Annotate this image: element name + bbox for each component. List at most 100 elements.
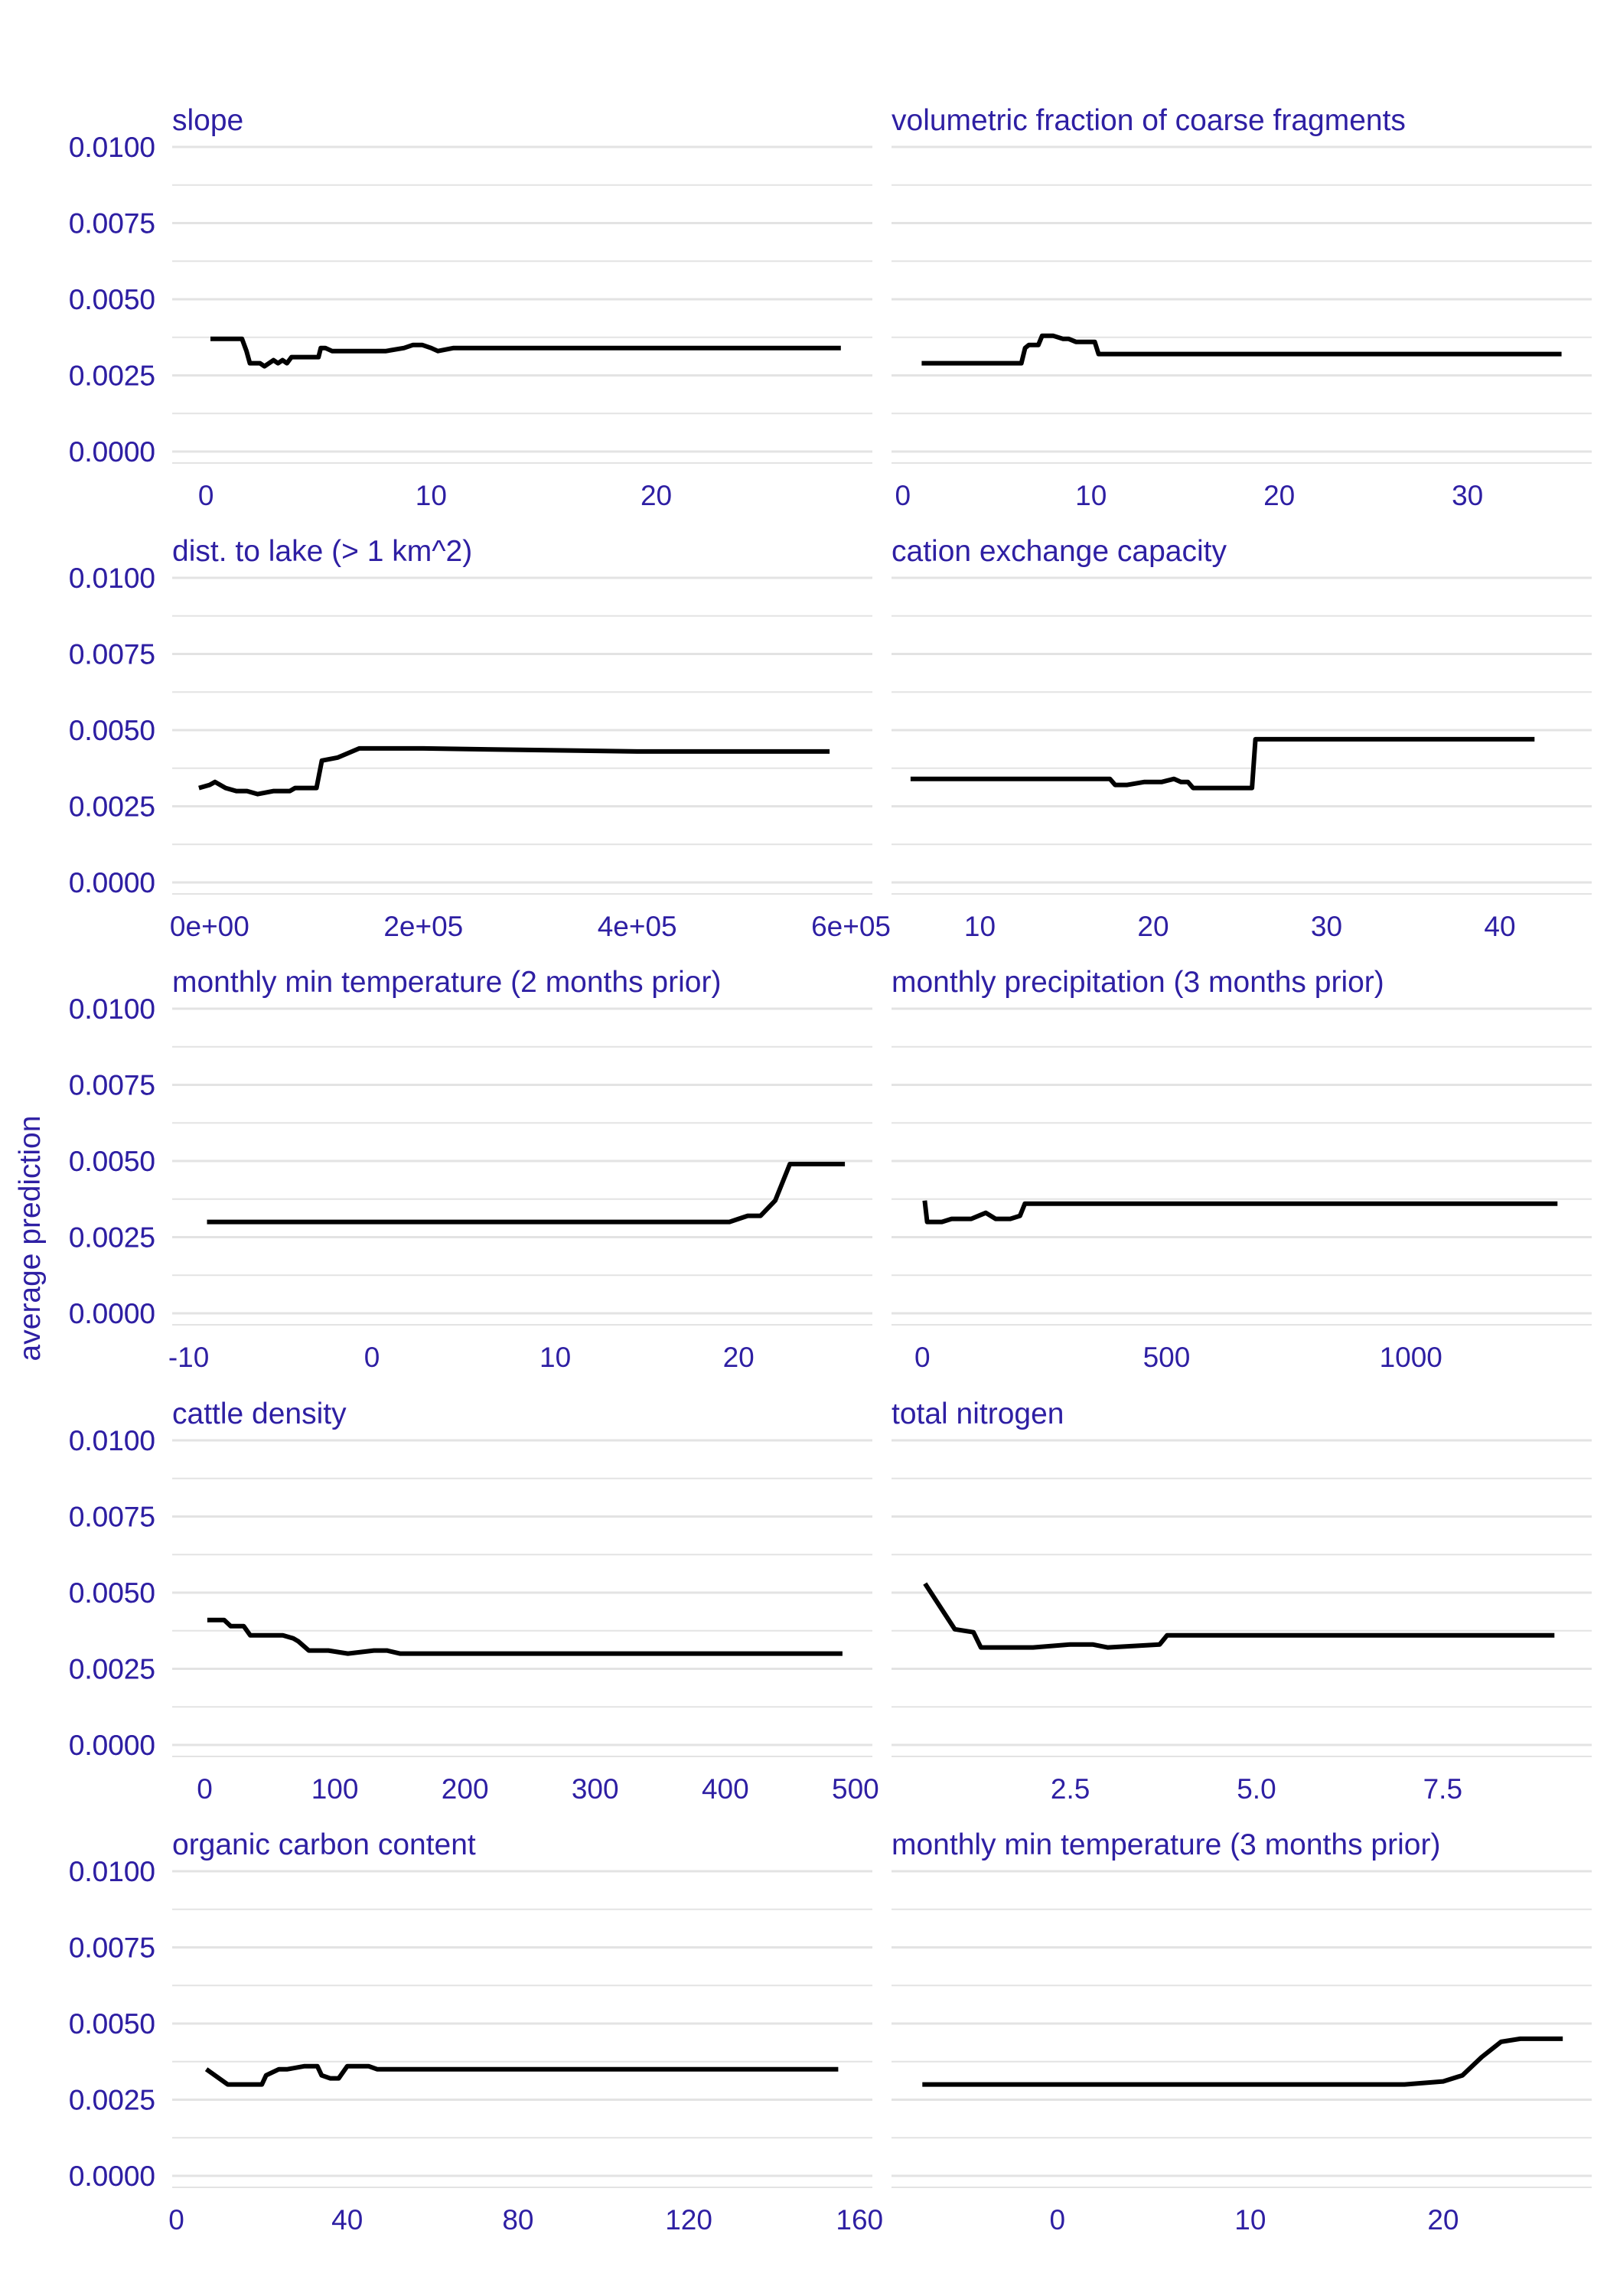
facet-panel: volumetric fraction of coarse fragments 0…: [69, 104, 1592, 511]
x-tick-label: 1000: [1380, 1342, 1442, 1373]
facet-title: total nitrogen: [892, 1397, 1064, 1430]
pdp-line: [923, 1582, 1555, 1650]
x-tick-label: 0: [895, 480, 911, 511]
facet-title: organic carbon content: [172, 1828, 476, 1861]
x-tick-label: 10: [416, 480, 447, 511]
y-tick-label: 0.0025: [69, 2085, 155, 2116]
x-tick-label: 30: [1452, 480, 1483, 511]
y-tick-label: 0.0000: [69, 2161, 155, 2192]
pdp-line: [921, 333, 1562, 366]
facet-title: monthly precipitation (3 months prior): [892, 966, 1384, 999]
facet-panels: slope 0.0000 0.0025 0.0050 0.0075 0.0100 0 10 20…: [69, 104, 1592, 2236]
y-tick-label: 0.0075: [69, 1502, 155, 1533]
y-tick-label: 0.0050: [69, 2008, 155, 2040]
pdp-line: [207, 1617, 843, 1656]
y-tick-label: 0.0050: [69, 284, 155, 315]
y-tick-label: 0.0000: [69, 1298, 155, 1329]
x-tick-label: 5.0: [1237, 1773, 1276, 1805]
x-tick-label: 0: [364, 1342, 380, 1373]
y-tick-label: 0.0075: [69, 1070, 155, 1101]
x-tick-label: 10: [1234, 2204, 1266, 2236]
y-tick-label: 0.0025: [69, 1654, 155, 1685]
x-tick-label: 500: [1143, 1342, 1191, 1373]
facet-panel: slope 0.0000 0.0025 0.0050 0.0075 0.0100 0 10 20: [69, 104, 872, 511]
y-tick-label: 0.0000: [69, 436, 155, 468]
y-tick-label: 0.0100: [69, 1856, 155, 1887]
x-tick-label: 4e+05: [598, 911, 677, 942]
x-tick-label: 30: [1311, 911, 1342, 942]
facet-title: dist. to lake (> 1 km^2): [172, 535, 472, 568]
x-tick-label: 2.5: [1051, 1773, 1090, 1805]
y-tick-label: 0.0000: [69, 2161, 155, 2192]
pdp-line: [910, 736, 1535, 791]
y-tick-label: 0.0100: [69, 1425, 155, 1456]
pdp-line: [204, 2063, 839, 2087]
x-tick-label: 10: [964, 911, 996, 942]
x-tick-label: 100: [311, 1773, 359, 1805]
x-tick-label: 400: [702, 1773, 749, 1805]
y-tick-label: 0.0100: [69, 132, 155, 163]
y-tick-label: 0.0100: [69, 1856, 155, 1887]
y-tick-label: 0.0050: [69, 1577, 155, 1609]
y-tick-label: 0.0000: [69, 867, 155, 899]
pdp-line: [922, 2036, 1563, 2087]
y-axis-title: average prediction: [14, 1116, 47, 1362]
x-tick-label: 200: [442, 1773, 489, 1805]
x-tick-label: 6e+05: [811, 911, 891, 942]
y-tick-label: 0.0100: [69, 563, 155, 594]
facet-title: cation exchange capacity: [892, 535, 1227, 568]
x-tick-label: 20: [1263, 480, 1295, 511]
x-tick-label: 500: [832, 1773, 879, 1805]
y-tick-label: 0.0000: [69, 867, 155, 899]
x-tick-label: 0: [914, 1342, 931, 1373]
pdp-line: [922, 1200, 1558, 1225]
y-tick-label: 0.0075: [69, 208, 155, 240]
facet-title: monthly min temperature (2 months prior): [172, 966, 721, 999]
x-tick-label: 20: [641, 480, 672, 511]
y-tick-label: 0.0000: [69, 436, 155, 468]
y-tick-label: 0.0025: [69, 360, 155, 392]
facet-panel: cattle density 0.0000 0.0025 0.0050 0.0075 0.…: [69, 1397, 879, 1805]
facet-title: volumetric fraction of coarse fragments: [892, 104, 1406, 137]
y-tick-label: 0.0075: [69, 639, 155, 670]
y-tick-label: 0.0050: [69, 715, 155, 746]
y-tick-label: 0.0100: [69, 993, 155, 1025]
y-tick-label: 0.0025: [69, 791, 155, 823]
y-tick-label: 0.0100: [69, 563, 155, 594]
y-tick-label: 0.0025: [69, 2085, 155, 2116]
pdp-line: [207, 1162, 846, 1225]
x-tick-label: 7.5: [1423, 1773, 1462, 1805]
x-tick-label: 40: [1484, 911, 1515, 942]
y-tick-label: 0.0100: [69, 1425, 155, 1456]
y-tick-label: 0.0075: [69, 1932, 155, 1964]
facet-title: cattle density: [172, 1397, 347, 1430]
x-tick-label: 0: [197, 1773, 213, 1805]
y-tick-label: 0.0050: [69, 715, 155, 746]
y-tick-label: 0.0000: [69, 1730, 155, 1761]
y-tick-label: 0.0075: [69, 1502, 155, 1533]
y-tick-label: 0.0050: [69, 1577, 155, 1609]
x-tick-label: 2e+05: [383, 911, 463, 942]
y-tick-label: 0.0075: [69, 639, 155, 670]
x-tick-label: 0e+00: [170, 911, 249, 942]
y-tick-label: 0.0100: [69, 132, 155, 163]
y-tick-label: 0.0050: [69, 284, 155, 315]
facet-panel: cation exchange capacity 0.0000 0.0025 0.00…: [69, 535, 1592, 942]
pdp-line: [210, 336, 841, 369]
y-tick-label: 0.0050: [69, 1146, 155, 1177]
x-tick-label: 0: [168, 2204, 184, 2236]
x-tick-label: 40: [331, 2204, 363, 2236]
y-tick-label: 0.0075: [69, 1070, 155, 1101]
x-tick-label: 20: [723, 1342, 755, 1373]
facet-panel: monthly min temperature (2 months prior)…: [69, 966, 872, 1373]
y-tick-label: 0.0025: [69, 1222, 155, 1254]
y-tick-label: 0.0075: [69, 1932, 155, 1964]
x-tick-label: 20: [1427, 2204, 1459, 2236]
y-tick-label: 0.0000: [69, 1730, 155, 1761]
x-tick-label: 160: [836, 2204, 883, 2236]
y-tick-label: 0.0050: [69, 1146, 155, 1177]
y-tick-label: 0.0025: [69, 791, 155, 823]
facet-panel: total nitrogen 0.0000 0.0025 0.0050 0.0075 0.…: [69, 1397, 1592, 1805]
x-tick-label: 10: [1075, 480, 1107, 511]
y-tick-label: 0.0050: [69, 2008, 155, 2040]
